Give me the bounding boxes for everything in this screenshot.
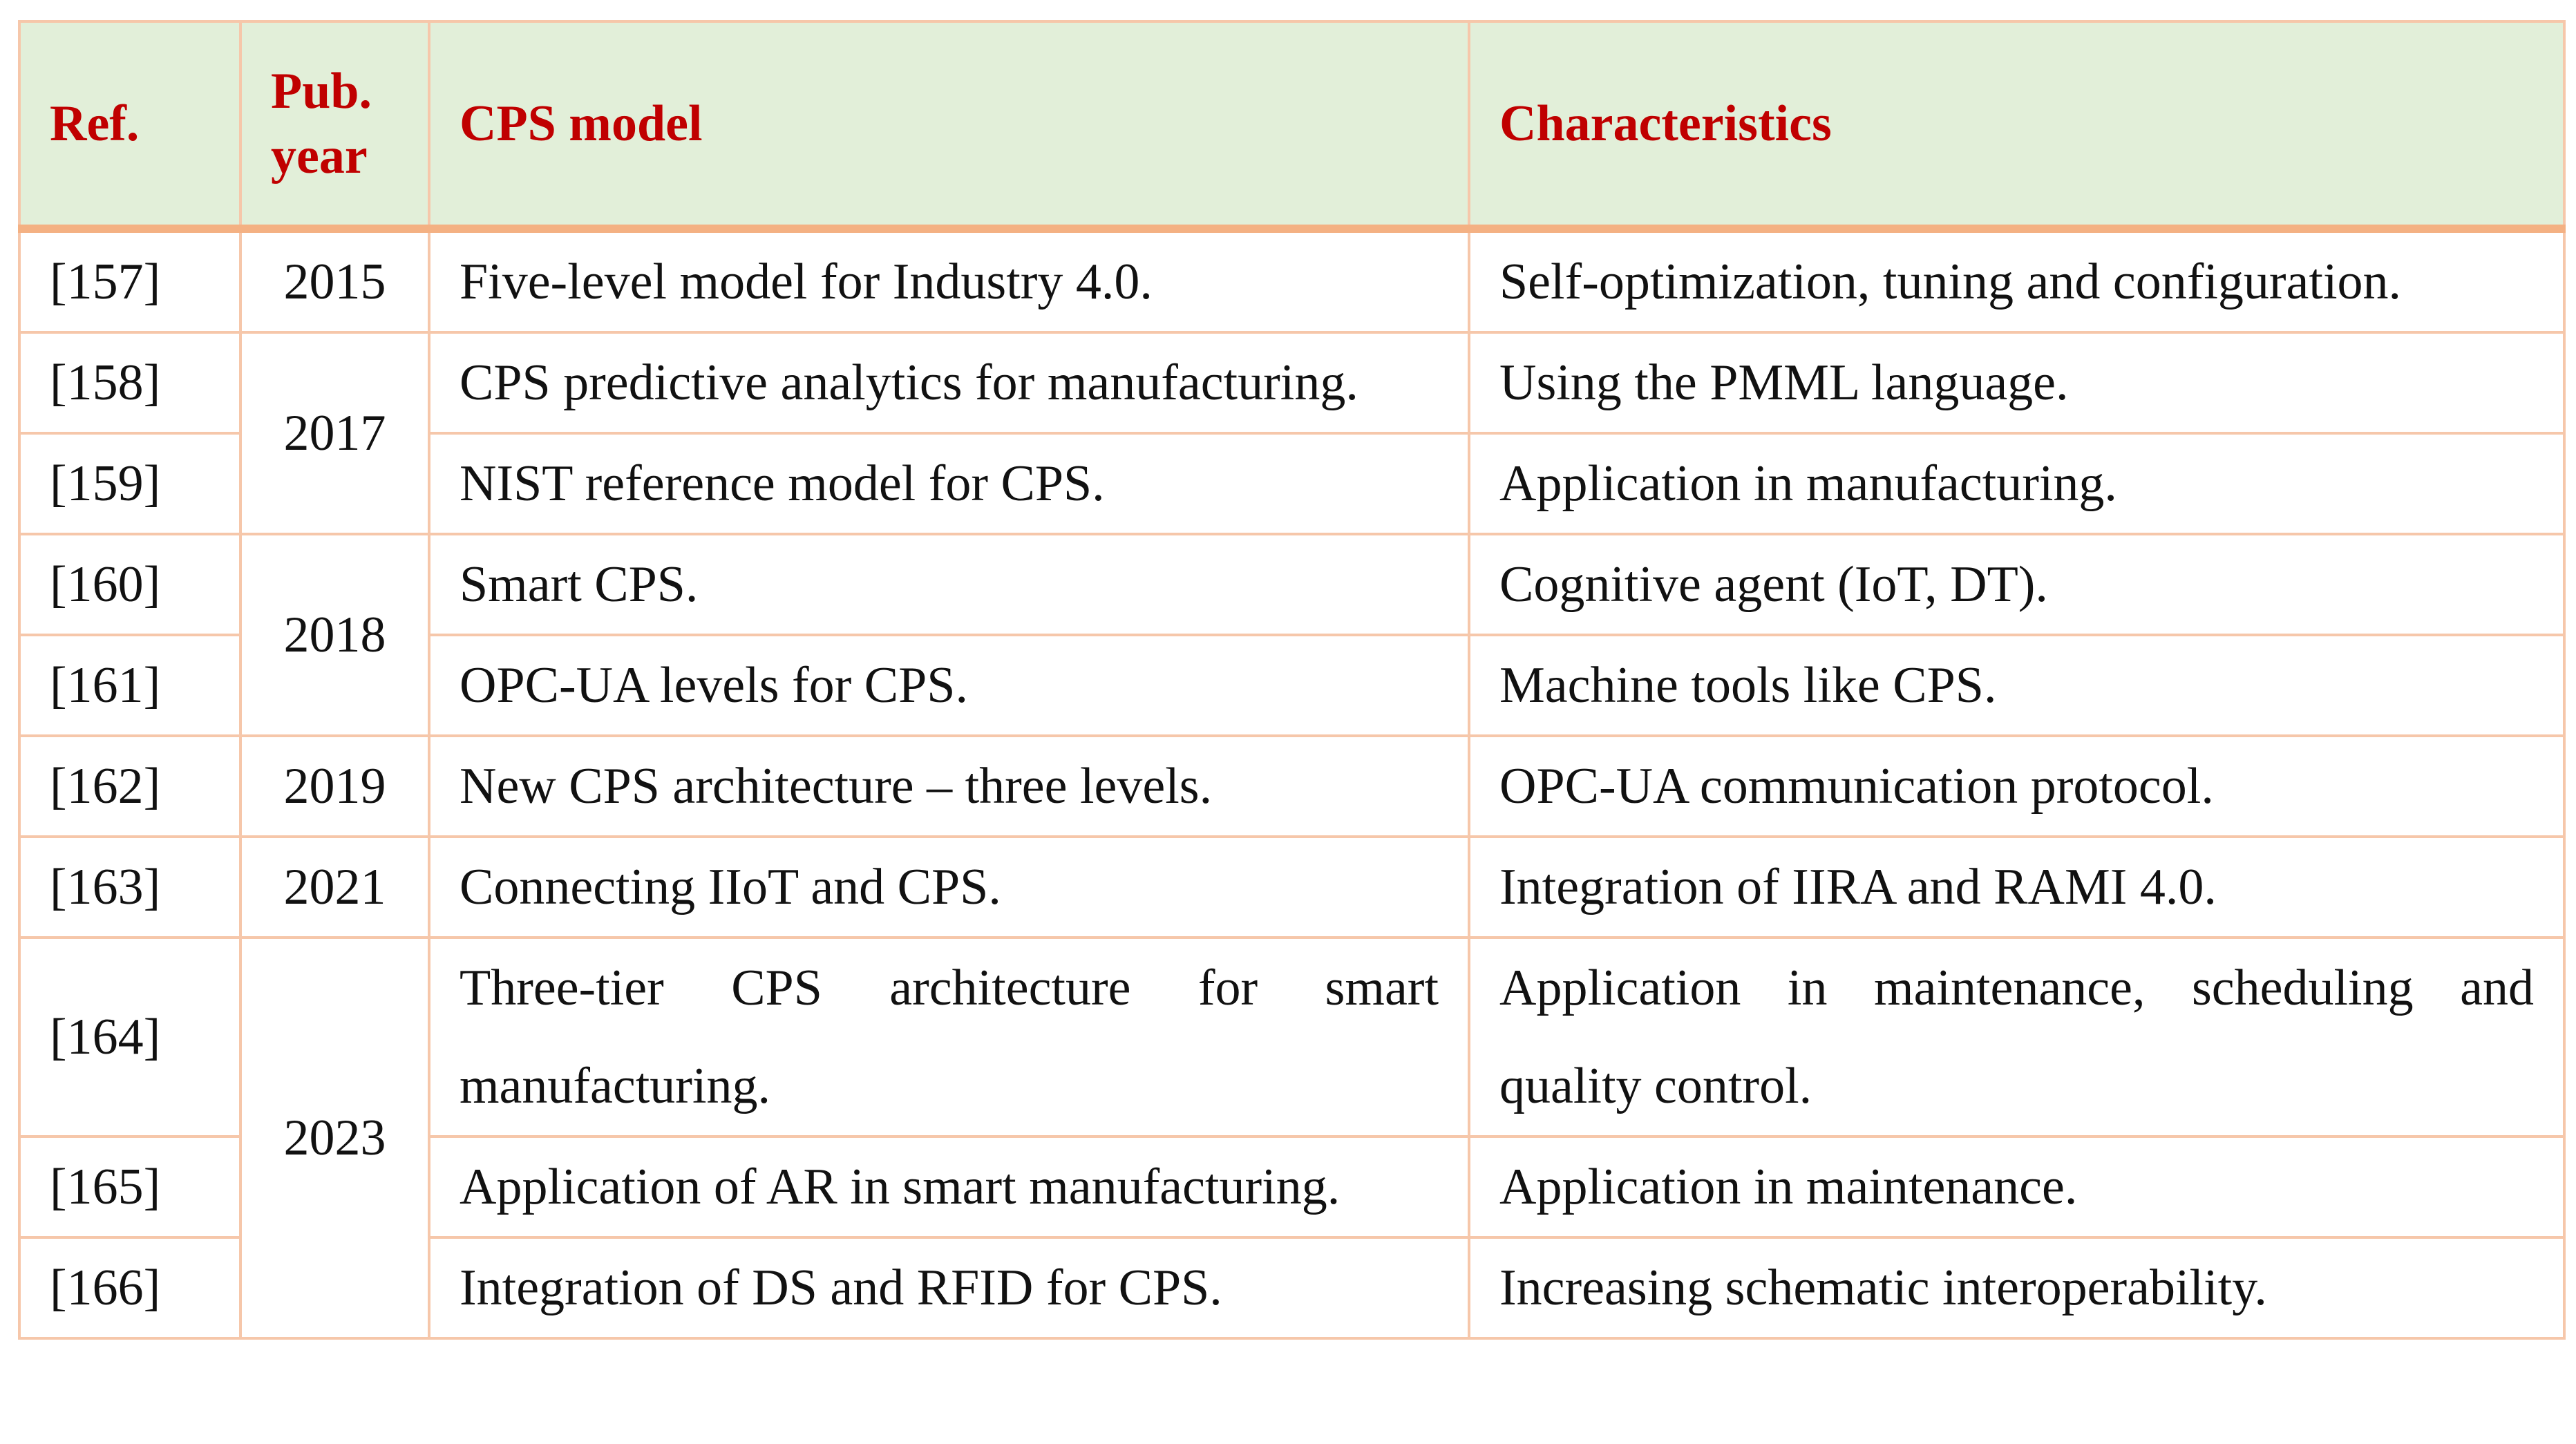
header-ref: Ref. bbox=[18, 20, 242, 233]
cps-models-table: Ref. Pub. year CPS model Characteristics… bbox=[18, 20, 2566, 1340]
cell-characteristics: OPC-UA communication protocol. bbox=[1468, 734, 2566, 838]
table-row: [162] 2019 New CPS architecture – three … bbox=[18, 734, 2566, 838]
table-row: [158] 2017 CPS predictive analytics for … bbox=[18, 331, 2566, 535]
cell-ref: [157] bbox=[18, 227, 242, 334]
cell-cps-model: Five-level model for Industry 4.0. bbox=[428, 227, 1470, 334]
cell-characteristics: Machine tools like CPS. bbox=[1468, 634, 2566, 737]
cell-cps-model: Connecting IIoT and CPS. bbox=[428, 835, 1470, 939]
cell-cps-model: CPS predictive analytics for manufacturi… bbox=[428, 331, 1470, 435]
cell-year: 2021 bbox=[239, 835, 430, 939]
cell-ref: [159] bbox=[18, 432, 242, 535]
cell-ref: [163] bbox=[18, 835, 242, 939]
table-row: [157] 2015 Five-level model for Industry… bbox=[18, 227, 2566, 334]
cell-year: 2019 bbox=[239, 734, 430, 838]
cell-characteristics: Using the PMML language. bbox=[1468, 331, 2566, 435]
table-row: [159] NIST reference model for CPS. Appl… bbox=[18, 432, 2566, 535]
cell-cps-model: OPC-UA levels for CPS. bbox=[428, 634, 1470, 737]
cell-year: 2018 bbox=[239, 533, 430, 737]
cell-cps-model: NIST reference model for CPS. bbox=[428, 432, 1470, 535]
cell-ref: [166] bbox=[18, 1236, 242, 1340]
cell-characteristics: Application in maintenance. bbox=[1468, 1135, 2566, 1239]
cell-year: 2015 bbox=[239, 227, 430, 334]
cell-year: 2023 bbox=[239, 936, 430, 1340]
cell-ref: [161] bbox=[18, 634, 242, 737]
table-header-row: Ref. Pub. year CPS model Characteristics bbox=[18, 20, 2566, 233]
table-row: [166] Integration of DS and RFID for CPS… bbox=[18, 1236, 2566, 1340]
cell-characteristics: Integration of IIRA and RAMI 4.0. bbox=[1468, 835, 2566, 939]
header-characteristics: Characteristics bbox=[1468, 20, 2566, 233]
header-cps-model: CPS model bbox=[428, 20, 1470, 233]
table-row: [161] OPC-UA levels for CPS. Machine too… bbox=[18, 634, 2566, 737]
table-row: [163] 2021 Connecting IIoT and CPS. Inte… bbox=[18, 835, 2566, 939]
cell-characteristics: Application in manufacturing. bbox=[1468, 432, 2566, 535]
cell-cps-model: Smart CPS. bbox=[428, 533, 1470, 636]
cell-cps-model: Application of AR in smart manufacturing… bbox=[428, 1135, 1470, 1239]
cell-characteristics: Self-optimization, tuning and configurat… bbox=[1468, 227, 2566, 334]
cell-ref: [164] bbox=[18, 936, 242, 1138]
cell-characteristics: Cognitive agent (IoT, DT). bbox=[1468, 533, 2566, 636]
cell-characteristics: Application in maintenance, scheduling a… bbox=[1468, 936, 2566, 1138]
cell-cps-model: New CPS architecture – three levels. bbox=[428, 734, 1470, 838]
table-row: [165] Application of AR in smart manufac… bbox=[18, 1135, 2566, 1239]
table-row: [164] 2023 Three-tier CPS architecture f… bbox=[18, 936, 2566, 1340]
cell-cps-model: Three-tier CPS architecture for smart ma… bbox=[428, 936, 1470, 1138]
cell-ref: [160] bbox=[18, 533, 242, 636]
cell-ref: [158] bbox=[18, 331, 242, 435]
header-pub-year: Pub. year bbox=[239, 20, 430, 233]
cell-ref: [162] bbox=[18, 734, 242, 838]
cell-ref: [165] bbox=[18, 1135, 242, 1239]
cell-characteristics: Increasing schematic interoperability. bbox=[1468, 1236, 2566, 1340]
cell-year: 2017 bbox=[239, 331, 430, 535]
table-row: [160] 2018 Smart CPS. Cognitive agent (I… bbox=[18, 533, 2566, 737]
cell-cps-model: Integration of DS and RFID for CPS. bbox=[428, 1236, 1470, 1340]
